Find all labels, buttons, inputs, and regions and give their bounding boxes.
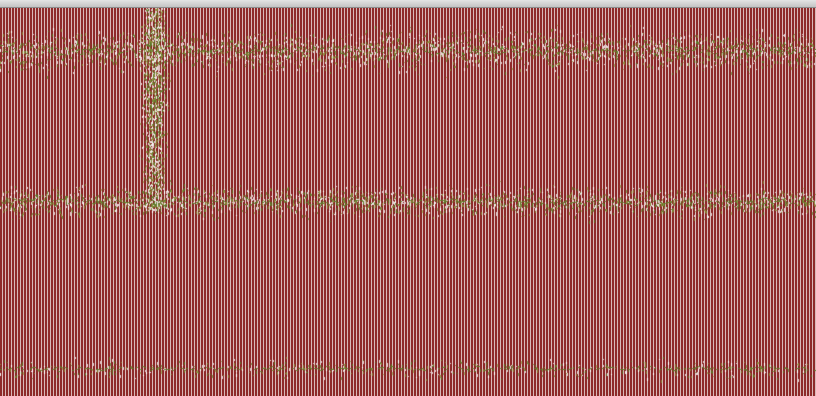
- glitch-noise-layer: [0, 8, 816, 396]
- window-top-border: [0, 0, 816, 8]
